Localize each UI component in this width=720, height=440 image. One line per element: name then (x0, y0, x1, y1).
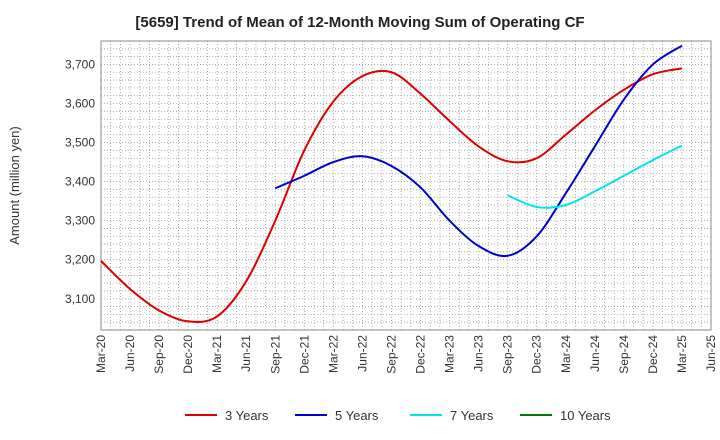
x-axis: Mar-20 Jun-20 Sep-20 Dec-20 Mar-21 Jun-21 Sep-… (94, 335, 718, 374)
grid (100, 40, 711, 330)
x-tick-label: Sep-23 (501, 335, 515, 374)
legend-label: 3 Years (225, 408, 269, 423)
x-tick-label: Jun-20 (123, 335, 137, 372)
plot-area (100, 40, 712, 331)
y-tick-label: 3,200 (65, 253, 95, 267)
x-tick-label: Jun-25 (704, 335, 718, 372)
x-tick-label: Dec-20 (181, 335, 195, 374)
legend-label: 10 Years (560, 408, 611, 423)
x-tick-label: Mar-22 (326, 335, 340, 373)
x-tick-label: Dec-22 (414, 335, 428, 374)
chart-title: [5659] Trend of Mean of 12-Month Moving … (135, 14, 584, 31)
series-layer (100, 44, 683, 323)
x-tick-label: Mar-25 (675, 335, 689, 373)
legend-label: 5 Years (335, 408, 379, 423)
series-line-7-years (507, 144, 683, 209)
y-tick-label: 3,700 (65, 57, 95, 71)
y-axis-label: Amount (million yen) (7, 126, 22, 245)
x-tick-label: Jun-21 (239, 335, 253, 372)
series-line-3-years (100, 67, 683, 323)
x-tick-label: Dec-24 (646, 335, 660, 374)
y-tick-label: 3,300 (65, 214, 95, 228)
y-tick-label: 3,100 (65, 292, 95, 306)
series-line-5-years (274, 44, 683, 258)
legend-label: 7 Years (450, 408, 494, 423)
y-tick-label: 3,500 (65, 136, 95, 150)
x-tick-label: Mar-21 (210, 335, 224, 373)
x-tick-label: Sep-24 (617, 335, 631, 374)
y-tick-label: 3,600 (65, 96, 95, 110)
x-tick-label: Mar-20 (94, 335, 108, 373)
x-tick-label: Jun-22 (355, 335, 369, 372)
x-tick-label: Sep-21 (268, 335, 282, 374)
x-tick-label: Jun-24 (588, 335, 602, 372)
y-axis: 3,100 3,200 3,300 3,400 3,500 3,600 3,700 (65, 57, 95, 305)
x-tick-label: Mar-23 (443, 335, 457, 373)
x-tick-label: Mar-24 (559, 335, 573, 373)
x-tick-label: Sep-22 (384, 335, 398, 374)
y-tick-label: 3,400 (65, 175, 95, 189)
x-tick-label: Dec-23 (530, 335, 544, 374)
legend: 3 Years 5 Years 7 Years 10 Years (185, 408, 611, 423)
x-tick-label: Sep-20 (152, 335, 166, 374)
x-tick-label: Jun-23 (472, 335, 486, 372)
x-tick-label: Dec-21 (297, 335, 311, 374)
